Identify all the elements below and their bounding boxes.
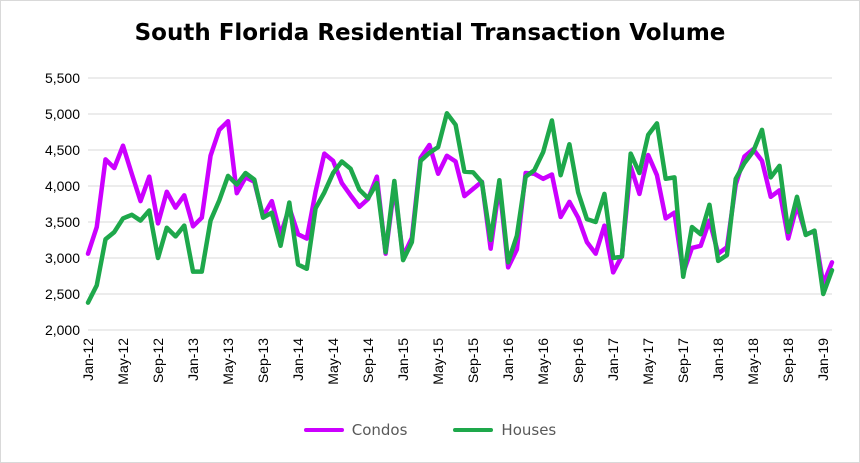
x-tick-label: Sep-13 [255, 338, 271, 383]
x-tick-label: Jan-15 [395, 338, 411, 381]
series-line-houses [85, 111, 835, 305]
x-tick-label: Jan-17 [605, 338, 621, 381]
y-tick-label: 4,000 [45, 178, 80, 194]
y-tick-label: 3,000 [45, 250, 80, 266]
x-tick-label: May-13 [220, 338, 236, 385]
y-tick-label: 4,500 [45, 142, 80, 158]
x-axis-ticks: Jan-12 May-12 Sep-12 Jan-13 May-13 Sep-13 Jan-… [80, 338, 831, 385]
x-tick-label: Sep-17 [675, 338, 691, 383]
legend-item-houses: Houses [453, 421, 556, 439]
x-tick-label: May-14 [325, 338, 341, 385]
y-tick-label: 5,500 [45, 70, 80, 86]
legend-swatch-houses [453, 428, 494, 432]
legend-label-houses: Houses [501, 421, 557, 439]
x-tick-label: Sep-12 [150, 338, 166, 383]
x-tick-label: Jan-13 [185, 338, 201, 381]
legend: Condos Houses [0, 421, 860, 439]
legend-label-condos: Condos [351, 421, 408, 439]
x-tick-label: May-16 [535, 338, 551, 385]
x-tick-label: Sep-16 [570, 338, 586, 383]
x-tick-label: Jan-18 [710, 338, 726, 381]
x-tick-label: Sep-18 [780, 338, 796, 383]
y-tick-label: 2,000 [45, 322, 80, 338]
x-tick-label: May-18 [745, 338, 761, 385]
y-tick-label: 3,500 [45, 214, 80, 230]
x-tick-label: Jan-19 [815, 338, 831, 381]
gridlines [88, 77, 832, 331]
y-tick-label: 5,000 [45, 106, 80, 122]
x-tick-label: May-12 [115, 338, 131, 385]
y-tick-label: 2,500 [45, 286, 80, 302]
chart-title: South Florida Residential Transaction Vo… [134, 20, 726, 46]
series-line-condos [85, 118, 835, 287]
x-tick-label: Sep-14 [360, 338, 376, 383]
x-tick-label: May-17 [640, 338, 656, 385]
legend-item-condos: Condos [303, 421, 408, 439]
x-tick-label: Sep-15 [465, 338, 481, 383]
x-tick-label: Jan-16 [500, 338, 516, 381]
x-tick-label: Jan-12 [80, 338, 96, 381]
x-tick-label: Jan-14 [290, 338, 306, 381]
x-tick-label: May-15 [430, 338, 446, 385]
y-axis-ticks: 2,000 2,500 3,000 3,500 4,000 4,500 5,000 5,500 [45, 70, 80, 338]
series-lines [85, 111, 835, 305]
legend-swatch-condos [303, 428, 344, 432]
